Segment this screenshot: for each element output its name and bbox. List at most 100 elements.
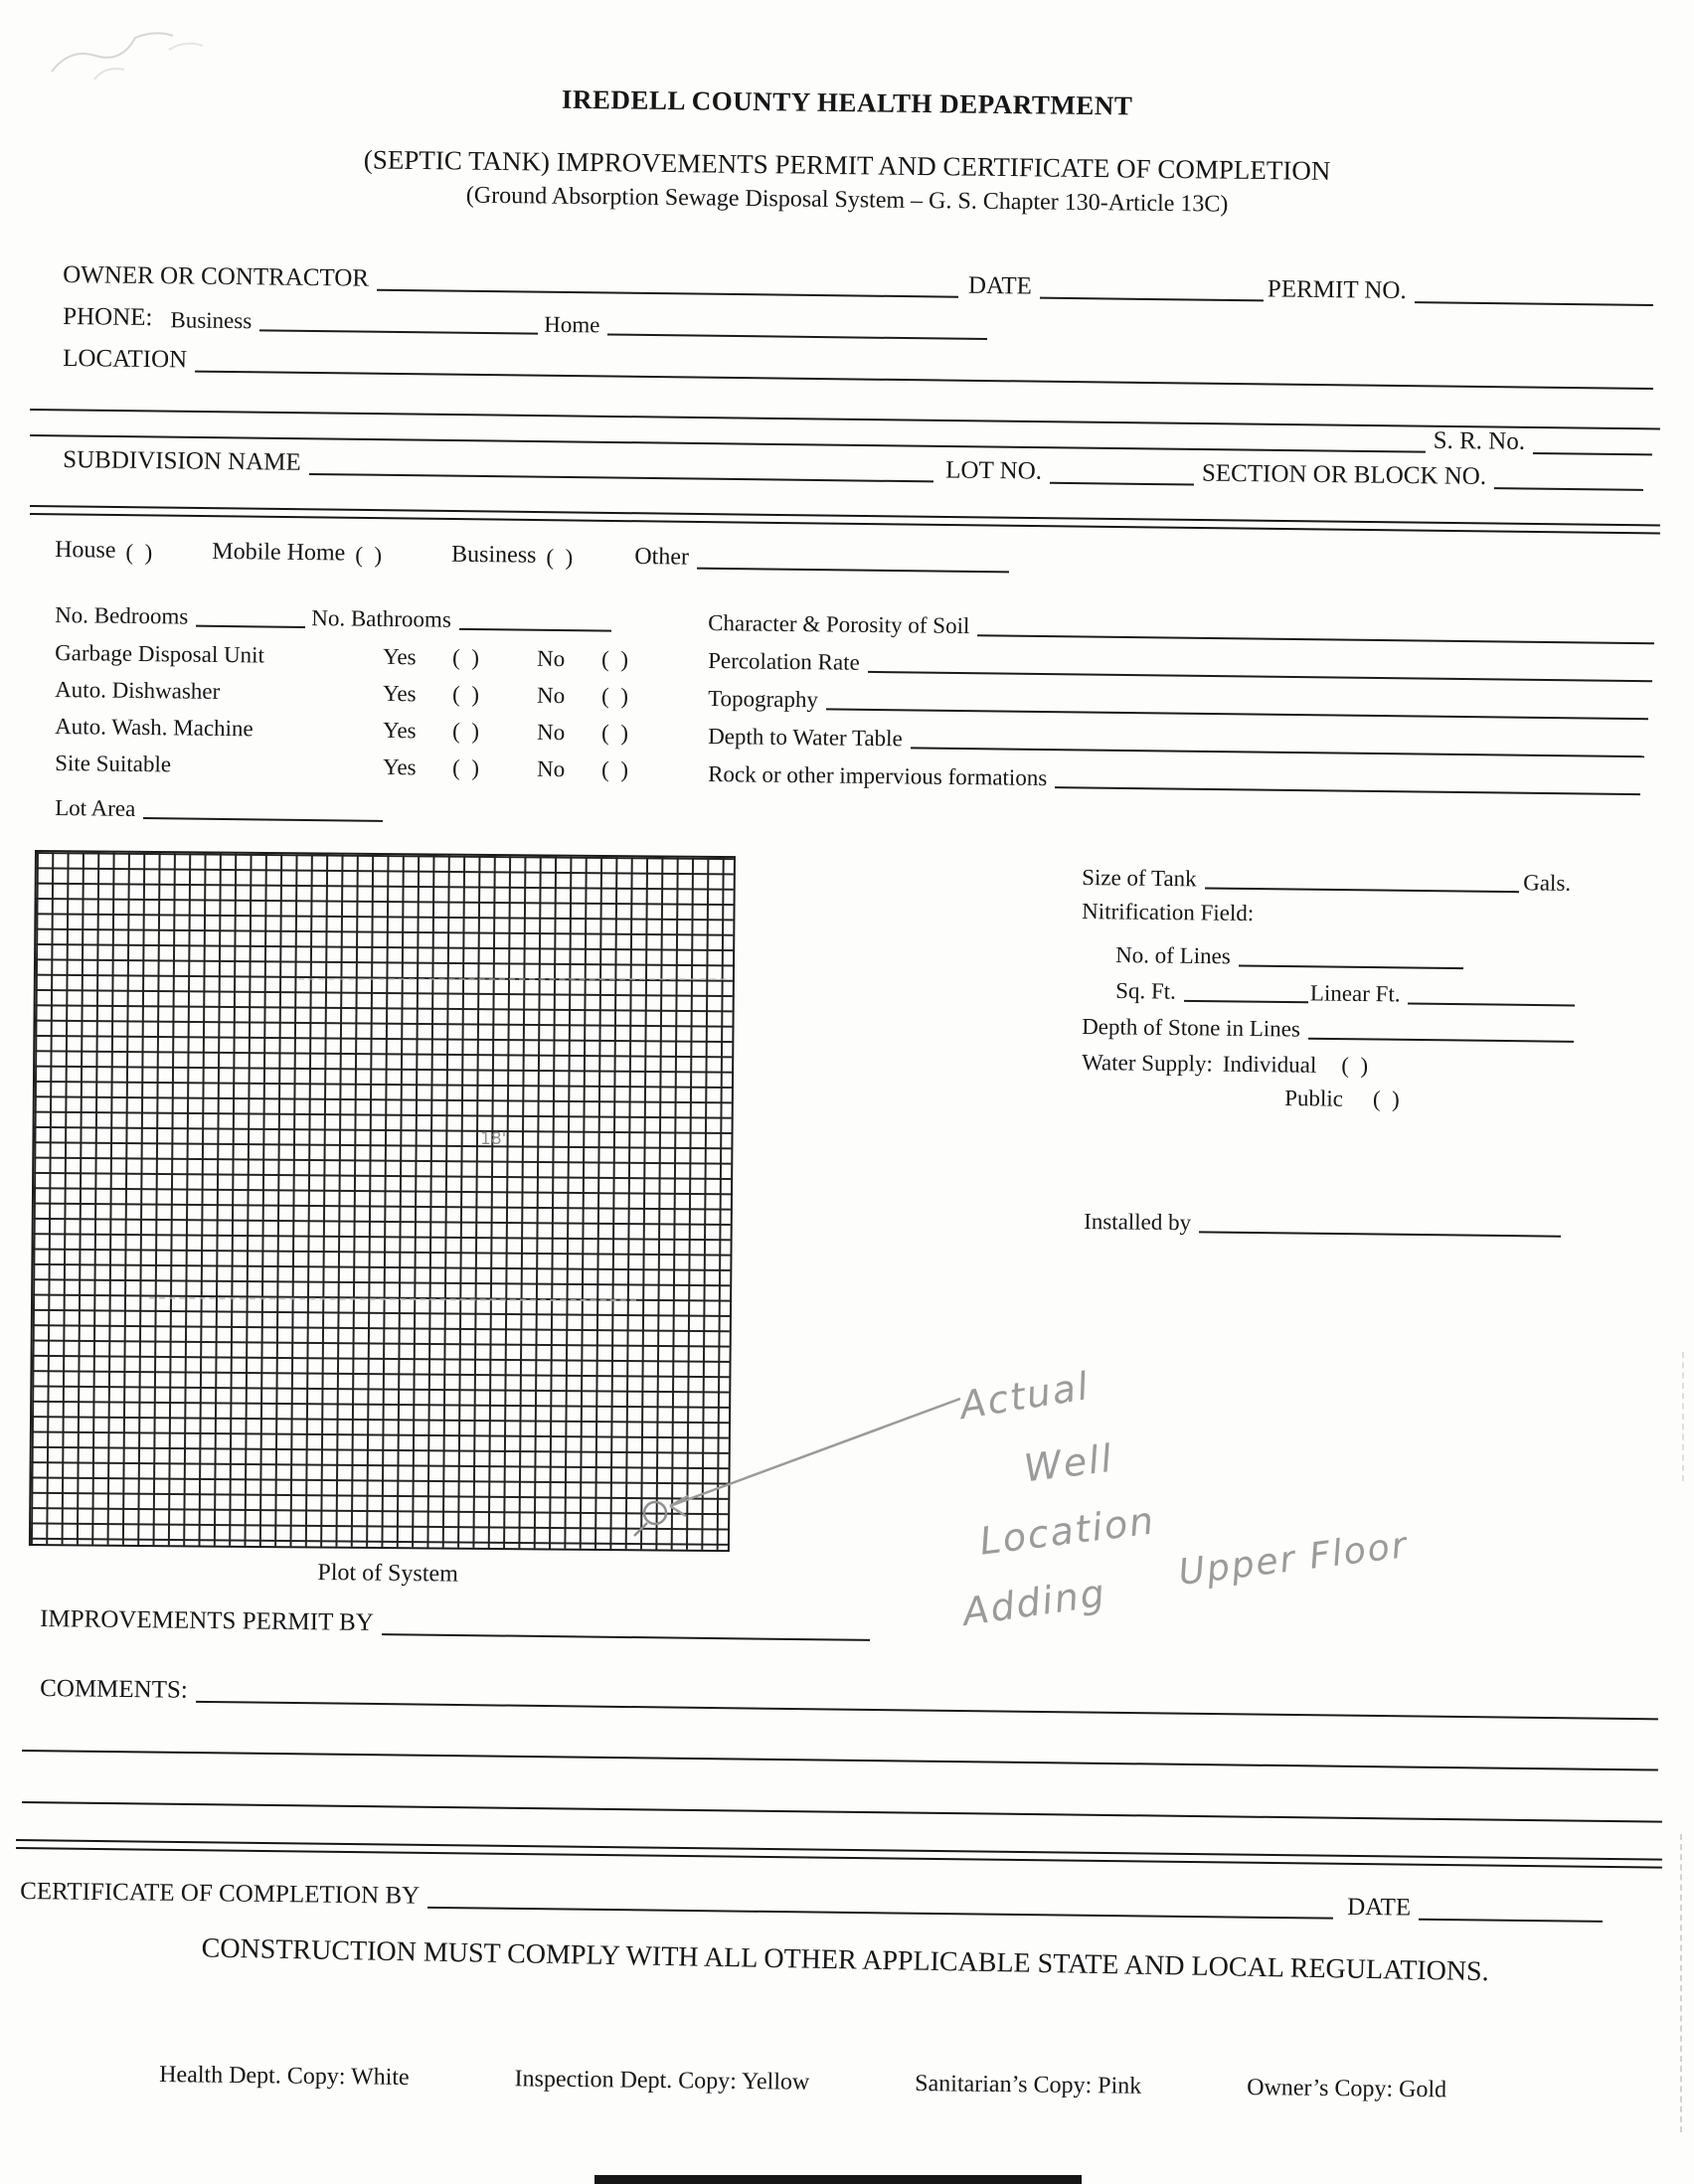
garbage-disposal-label: Garbage Disposal Unit [55,639,265,668]
nitrification-field-label: Nitrification Field: [1082,899,1255,926]
installed-by-blank [1198,1231,1562,1238]
lot-area-label: Lot Area [55,794,136,821]
yes-checkbox: ( ) [451,718,480,745]
rock-formations-row: Rock or other impervious formations [708,754,1640,798]
lot-area-blank [143,817,384,822]
yes-label: Yes [382,680,417,706]
phone-label: PHONE: [63,303,153,332]
comments-line [22,1801,1662,1823]
improvements-permit-blank [381,1633,871,1641]
business-type-label: Business [450,542,537,570]
installed-by-label: Installed by [1084,1208,1192,1235]
linear-ft-blank [1408,1002,1576,1007]
handwriting-upper-floor: Upper Floor [1176,1525,1411,1594]
yes-label: Yes [382,754,417,779]
location-blank [195,370,1653,390]
certificate-date-blank [1418,1918,1603,1923]
compliance-statement: CONSTRUCTION MUST COMPLY WITH ALL OTHER … [201,1932,1489,1988]
handwriting-location: Location [976,1498,1158,1564]
yes-checkbox: ( ) [451,681,480,708]
topography-row: Topography [708,678,1648,723]
rock-formations-label: Rock or other impervious formations [708,760,1048,790]
percolation-row: Percolation Rate [708,640,1652,685]
yes-checkbox: ( ) [451,755,480,781]
water-supply-row: Water Supply: Individual ( ) [1082,1042,1574,1082]
sq-ft-blank [1183,999,1308,1004]
plot-caption: Plot of System [317,1559,458,1588]
pencil-dimension-note: 18' [480,1129,507,1149]
yes-label: Yes [382,717,417,743]
mobile-home-checkbox: ( ) [355,542,383,568]
lot-no-blank [1049,481,1194,486]
comments-label: COMMENTS: [40,1675,188,1705]
gals-label: Gals. [1523,869,1572,896]
soil-character-blank [977,634,1654,645]
linear-ft-label: Linear Ft. [1309,979,1401,1006]
wash-machine-row: Auto. Wash. Machine Yes ( ) No ( ) [55,706,671,747]
phone-row: PHONE: Business Home [63,296,987,343]
site-suitable-label: Site Suitable [55,750,172,776]
dishwasher-label: Auto. Dishwasher [55,676,221,704]
no-of-lines-row: No. of Lines [1115,934,1464,972]
phone-home-blank [607,333,987,341]
section-block-blank [1493,487,1643,491]
yes-label: Yes [382,643,417,669]
public-checkbox: ( ) [1372,1087,1400,1112]
bathrooms-label: No. Bathrooms [311,604,452,632]
no-checkbox: ( ) [600,683,629,709]
comments-blank [195,1700,1658,1721]
bedrooms-blank [196,624,306,628]
no-checkbox: ( ) [600,646,629,672]
scan-artifact-edge [1680,1834,1682,2132]
pencil-sketch-line [298,978,726,980]
date-blank [1039,296,1264,302]
stone-depth-row: Depth of Stone in Lines [1082,1006,1575,1046]
site-suitable-row: Site Suitable Yes ( ) No ( ) [55,743,671,783]
tank-size-blank [1204,887,1520,894]
stone-depth-blank [1307,1037,1575,1043]
no-label: No [536,682,566,708]
scan-artifact-bar [594,2175,1082,2184]
soil-character-label: Character & Porosity of Soil [708,609,970,638]
certificate-blank [427,1906,1334,1920]
no-label: No [536,645,566,671]
improvements-permit-label: IMPROVEMENTS PERMIT BY [40,1605,375,1637]
no-of-lines-blank [1238,964,1464,970]
tank-size-label: Size of Tank [1082,864,1197,891]
bedrooms-row: No. Bedrooms No. Bathrooms [55,594,612,635]
handwriting-adding: Adding [959,1571,1109,1634]
soil-character-row: Character & Porosity of Soil [708,602,1654,647]
other-blank [696,567,1009,574]
garbage-disposal-row: Garbage Disposal Unit Yes ( ) No ( ) [55,632,671,673]
public-label: Public [1284,1085,1344,1111]
sq-ft-label: Sq. Ft. [1115,977,1177,1004]
permit-no-label: PERMIT NO. [1267,275,1407,305]
copy-sanitarian: Sanitarian’s Copy: Pink [915,2071,1142,2100]
phone-business-label: Business [170,306,253,333]
stone-depth-label: Depth of Stone in Lines [1082,1013,1301,1042]
house-checkbox: ( ) [125,539,153,566]
section-block-label: SECTION OR BLOCK NO. [1201,459,1487,491]
well-location-arrow [633,1397,961,1537]
tank-size-row: Size of Tank Gals. [1082,857,1571,897]
individual-checkbox: ( ) [1341,1053,1369,1079]
no-label: No [536,756,566,781]
house-label: House [55,537,116,565]
agency-name: IREDELL COUNTY HEALTH DEPARTMENT [561,84,1133,121]
subdivision-label: SUBDIVISION NAME [63,446,301,477]
handwriting-well: Well [1021,1435,1116,1491]
scan-artifact-edge [1682,1352,1684,1481]
comments-row: COMMENTS: [40,1666,1658,1723]
certificate-row: CERTIFICATE OF COMPLETION BY DATE [20,1867,1603,1926]
pencil-smudge [51,32,204,81]
business-checkbox: ( ) [546,544,574,571]
comments-line [22,1750,1658,1771]
certificate-date-label: DATE [1347,1894,1412,1922]
location-label: LOCATION [63,345,188,374]
topography-label: Topography [708,685,819,712]
bedrooms-label: No. Bedrooms [55,601,189,629]
individual-label: Individual [1222,1051,1317,1078]
copy-owner: Owner’s Copy: Gold [1247,2075,1447,2103]
lot-no-label: LOT NO. [945,456,1043,485]
